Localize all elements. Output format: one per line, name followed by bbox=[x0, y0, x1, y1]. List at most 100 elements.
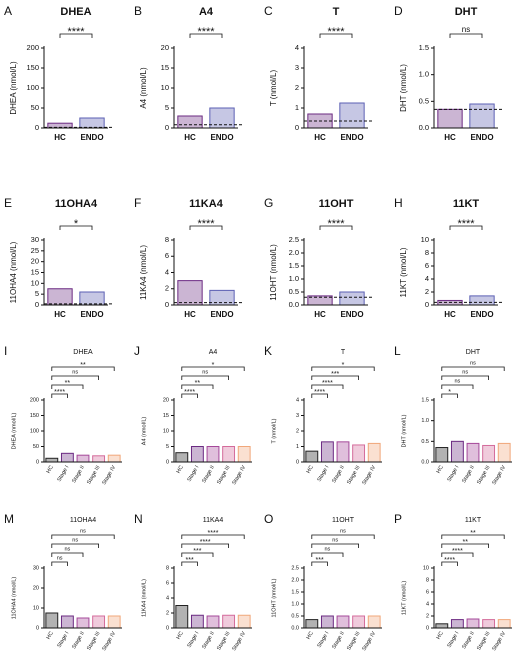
x-tick-label: HC bbox=[306, 631, 315, 641]
significance-label: ** bbox=[470, 530, 476, 537]
y-tick-label: 1.0 bbox=[421, 418, 429, 424]
y-tick-label: 30 bbox=[33, 565, 39, 571]
y-axis-label: DHT (nmol/L) bbox=[401, 414, 407, 447]
x-tick-label: HC bbox=[176, 631, 185, 641]
significance-label: ns bbox=[80, 528, 86, 534]
significance-label: ns bbox=[462, 369, 468, 375]
panel-label: L bbox=[394, 344, 401, 358]
significance-label: ns bbox=[462, 25, 470, 34]
bar bbox=[60, 615, 74, 629]
significance-label: **** bbox=[200, 539, 211, 546]
chart-title: A4 bbox=[199, 6, 214, 18]
significance-label: **** bbox=[457, 218, 475, 230]
significance-bracket bbox=[59, 225, 93, 230]
significance-bracket bbox=[311, 543, 359, 548]
y-tick-label: 10 bbox=[161, 83, 169, 92]
significance-bracket bbox=[441, 384, 474, 389]
significance-bracket bbox=[59, 33, 93, 38]
chart-title: DHEA bbox=[60, 6, 91, 18]
bar bbox=[107, 454, 121, 463]
chart-title: T bbox=[341, 349, 346, 356]
y-tick-label: 1.5 bbox=[419, 43, 429, 52]
significance-label: ns bbox=[64, 546, 70, 552]
bar bbox=[177, 280, 203, 306]
y-tick-label: 2 bbox=[296, 428, 299, 434]
panel-label: M bbox=[4, 512, 14, 526]
significance-label: ** bbox=[80, 362, 86, 369]
significance-label: **** bbox=[327, 218, 345, 230]
significance-bracket bbox=[441, 393, 458, 398]
bar bbox=[320, 615, 334, 629]
significance-bracket bbox=[441, 561, 458, 566]
chart-title: 11OHT bbox=[332, 517, 355, 524]
x-tick-label: Stage IV bbox=[231, 630, 247, 652]
y-axis-label: 11KA4 (nmol/L) bbox=[139, 245, 148, 300]
x-tick-label: Stage III bbox=[86, 464, 102, 485]
y-tick-label: 25 bbox=[31, 246, 39, 255]
significance-label: **** bbox=[322, 380, 333, 387]
bar bbox=[76, 454, 90, 463]
y-axis-label: 11OHT (nmol/L) bbox=[269, 244, 278, 301]
bar bbox=[320, 441, 334, 463]
significance-bracket bbox=[51, 393, 68, 398]
chart-title: DHEA bbox=[73, 349, 93, 356]
significance-bracket bbox=[311, 384, 344, 389]
y-tick-label: 6 bbox=[426, 589, 429, 595]
y-tick-label: 8 bbox=[166, 565, 169, 571]
panel-label: A bbox=[4, 4, 12, 18]
bar bbox=[60, 452, 74, 463]
bar bbox=[497, 442, 511, 463]
bar bbox=[450, 440, 464, 463]
x-tick-label: Stage II bbox=[461, 464, 476, 484]
significance-label: **** bbox=[452, 548, 463, 555]
y-tick-label: 2.5 bbox=[291, 565, 299, 571]
significance-label: **** bbox=[444, 557, 455, 564]
y-tick-label: 6 bbox=[425, 261, 429, 270]
y-tick-label: 0 bbox=[165, 123, 169, 132]
bar bbox=[222, 446, 236, 463]
x-tick-label: Stage II bbox=[201, 464, 216, 484]
y-axis-label: 11OHA4 (nmol/L) bbox=[9, 241, 18, 303]
x-tick-label: Stage I bbox=[186, 630, 200, 649]
y-tick-label: 200 bbox=[26, 43, 39, 52]
bar bbox=[92, 615, 106, 629]
chart-title: 11KA4 bbox=[203, 517, 224, 524]
x-tick-label: HC bbox=[176, 465, 185, 475]
y-tick-label: 8 bbox=[426, 577, 429, 583]
significance-bracket bbox=[441, 552, 474, 557]
bar bbox=[469, 295, 495, 306]
bar bbox=[206, 615, 220, 629]
y-tick-label: 10 bbox=[423, 565, 429, 571]
chart-title: 11OHA4 bbox=[55, 198, 98, 210]
panel-label: N bbox=[134, 512, 143, 526]
y-tick-label: 1 bbox=[295, 103, 299, 112]
significance-label: ** bbox=[65, 380, 71, 387]
chart-title: 11KT bbox=[465, 517, 482, 524]
bar bbox=[466, 618, 480, 629]
chart-title: T bbox=[333, 6, 340, 18]
y-tick-label: 0 bbox=[166, 459, 169, 465]
significance-label: *** bbox=[331, 371, 339, 378]
bar bbox=[222, 614, 236, 629]
significance-bracket bbox=[441, 366, 505, 371]
x-tick-label: Stage I bbox=[316, 630, 330, 649]
x-tick-label: ENDO bbox=[80, 310, 103, 319]
y-axis-label: 11OHA4 (nmol/L) bbox=[11, 577, 17, 620]
x-tick-label: Stage II bbox=[71, 630, 86, 650]
significance-bracket bbox=[51, 534, 115, 539]
panel-label: P bbox=[394, 512, 402, 526]
y-tick-label: 1.5 bbox=[421, 397, 429, 403]
significance-bracket bbox=[441, 534, 505, 539]
bar bbox=[177, 115, 203, 129]
significance-bracket bbox=[51, 543, 99, 548]
significance-bracket bbox=[51, 384, 84, 389]
y-tick-label: 10 bbox=[421, 235, 429, 244]
chart-title: 11OHA4 bbox=[70, 517, 96, 524]
panel-label: E bbox=[4, 196, 12, 210]
bar bbox=[79, 117, 105, 129]
significance-bracket bbox=[319, 33, 353, 38]
y-tick-label: 30 bbox=[31, 235, 39, 244]
y-tick-label: 100 bbox=[26, 83, 39, 92]
x-tick-label: Stage II bbox=[461, 630, 476, 650]
x-tick-label: Stage I bbox=[446, 630, 460, 649]
